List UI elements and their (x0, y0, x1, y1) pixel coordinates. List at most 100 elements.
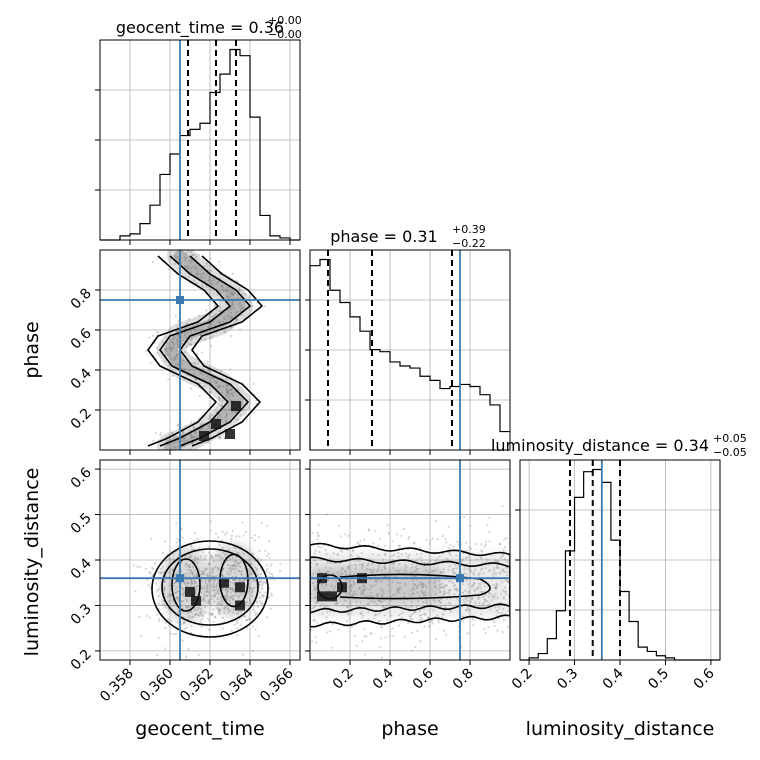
panel-phase-vs-geocent-time-sample-point (224, 419, 227, 423)
panel-luminosity-distance-vs-geocent-time-sample-point (261, 581, 264, 584)
panel-phase-vs-geocent-time-sample-point (229, 408, 232, 411)
panel-phase-vs-geocent-time-sample-point (220, 285, 223, 288)
panel-luminosity-distance-vs-phase-sample-point (359, 539, 362, 543)
panel-phase-vs-geocent-time-sample-point (206, 441, 209, 444)
panel-phase-vs-geocent-time-sample-point (202, 272, 205, 275)
panel-phase-vs-geocent-time-sample-point (193, 328, 197, 331)
panel-phase-vs-geocent-time-sample-point (192, 441, 195, 444)
panel-luminosity-distance-vs-geocent-time-sample-point (148, 616, 151, 619)
panel-phase-vs-geocent-time-sample-point (223, 317, 226, 320)
panel-phase-vs-geocent-time-sample-point (218, 399, 221, 402)
panel-luminosity-distance-vs-phase-sample-point (416, 629, 419, 633)
panel-phase-vs-geocent-time-sample-point (232, 307, 235, 310)
panel-phase-vs-geocent-time-sample-point (171, 338, 174, 341)
panel-phase-vs-geocent-time-sample-point (227, 317, 231, 320)
panel-luminosity-distance-vs-phase-sample-point (325, 513, 328, 516)
panel-phase-vs-geocent-time-sample-point (226, 290, 229, 293)
panel-luminosity-distance-vs-geocent-time-sample-point (151, 566, 154, 569)
panel-luminosity-distance-vs-phase-sample-point (407, 622, 410, 625)
panel-phase-vs-geocent-time-sample-point (156, 331, 160, 334)
panel-phase-vs-geocent-time-sample-point (171, 344, 175, 348)
panel-luminosity-distance-vs-geocent-time-sample-point (245, 618, 248, 622)
panel-phase-vs-geocent-time-sample-point (212, 320, 215, 323)
panel-phase-vs-geocent-time-sample-point (176, 423, 180, 426)
panel-phase-vs-geocent-time-sample-point (175, 349, 178, 352)
panel-phase-vs-geocent-time-sample-point (196, 273, 199, 277)
panel-luminosity-distance-vs-geocent-time-sample-point (225, 531, 228, 534)
panel-phase-vs-geocent-time-sample-point (167, 378, 170, 381)
panel-luminosity-distance-vs-geocent-time-sample-point (210, 554, 213, 557)
panel-luminosity-distance-vs-geocent-time-sample-point (157, 637, 160, 640)
panel-phase-vs-geocent-time-sample-point (209, 282, 213, 285)
panel-luminosity-distance-vs-geocent-time-sample-point (187, 647, 190, 651)
panel-luminosity-distance-vs-geocent-time-sample-point (278, 569, 282, 573)
density-shade (208, 542, 260, 619)
panel-luminosity-distance-vs-geocent-time-sample-point (207, 551, 211, 554)
panel-phase-vs-geocent-time-sample-point (170, 349, 173, 352)
panel-luminosity-distance-vs-phase-sample-point (312, 619, 315, 622)
panel-phase-vs-geocent-time-sample-point (221, 287, 224, 290)
panel-phase-vs-geocent-time-sample-point (202, 285, 205, 288)
panel-phase-vs-geocent-time-sample-point (186, 331, 190, 334)
panel-phase-vs-geocent-time-sample-point (175, 353, 178, 356)
panel-luminosity-distance-vs-phase-sample-point (378, 537, 382, 540)
panel-phase-vs-geocent-time-sample-point (226, 391, 229, 394)
panel-luminosity-distance-vs-geocent-time-sample-point (230, 534, 234, 537)
panel-phase-vs-geocent-time-sample-point (188, 267, 191, 270)
panel-luminosity-distance-vs-phase-sample-point (372, 617, 376, 620)
panel-luminosity-distance-vs-phase-sample-point (314, 636, 317, 639)
hist-luminosity-distance-x-tick-label: 0.3 (554, 666, 581, 693)
panel-phase-vs-geocent-time-sample-point (198, 428, 201, 431)
panel-phase-vs-geocent-time-sample-point (225, 389, 229, 393)
panel-luminosity-distance-vs-geocent-time-sample-point (161, 603, 164, 606)
panel-luminosity-distance-vs-geocent-time-y-tick-label: 0.3 (68, 601, 95, 628)
panel-phase-vs-geocent-time-sample-point (194, 266, 197, 269)
panel-luminosity-distance-vs-phase-sample-point (414, 646, 417, 649)
panel-phase-vs-geocent-time-sample-point (174, 336, 177, 340)
panel-luminosity-distance-vs-geocent-time-sample-point (251, 625, 255, 628)
panel-luminosity-distance-vs-geocent-time-sample-point (196, 537, 199, 540)
panel-luminosity-distance-vs-geocent-time-sample-point (279, 562, 282, 565)
panel-luminosity-distance-vs-phase-sample-point (380, 656, 384, 659)
panel-phase-vs-geocent-time-sample-point (185, 345, 188, 348)
panel-luminosity-distance-vs-geocent-time-sample-point (233, 623, 236, 626)
panel-phase-vs-geocent-time-sample-point (167, 363, 171, 366)
panel-luminosity-distance-vs-phase-sample-point (350, 625, 354, 628)
panel-luminosity-distance-vs-phase-sample-point (367, 529, 371, 532)
panel-luminosity-distance-vs-geocent-time-sample-point (220, 539, 223, 542)
panel-phase-vs-geocent-time-sample-point (170, 346, 174, 350)
panel-phase-vs-geocent-time-sample-point (179, 453, 181, 455)
panel-phase-vs-geocent-time-sample-point (208, 275, 211, 279)
panel-luminosity-distance-vs-geocent-time-sample-point (242, 653, 245, 656)
panel-luminosity-distance-vs-geocent-time-x-tick-label: 0.364 (217, 665, 257, 705)
panel-luminosity-distance-vs-phase-x-tick-label: 0.6 (410, 665, 437, 692)
panel-luminosity-distance-vs-geocent-time-sample-point (149, 572, 152, 575)
panel-luminosity-distance-vs-phase-sample-point (427, 625, 430, 629)
panel-phase-vs-geocent-time-sample-point (195, 255, 198, 259)
panel-luminosity-distance-vs-phase-sample-point (428, 624, 432, 627)
panel-luminosity-distance-vs-phase-sample-point (386, 618, 389, 622)
panel-phase-vs-geocent-time-sample-point (173, 446, 176, 449)
panel-luminosity-distance-vs-phase-sample-point (391, 540, 394, 543)
panel-phase-vs-geocent-time-sample-point (161, 340, 164, 343)
panel-phase-vs-geocent-time-sample-point (212, 315, 215, 318)
panel-luminosity-distance-vs-phase-sample-point (501, 505, 504, 508)
panel-luminosity-distance-vs-phase-sample-point (456, 540, 459, 544)
panel-phase-vs-geocent-time-truth-marker (176, 296, 184, 304)
panel-phase-vs-geocent-time-sample-point (229, 295, 232, 298)
panel-luminosity-distance-vs-geocent-time-sample-point (267, 552, 271, 555)
panel-luminosity-distance-vs-geocent-time-sample-point (172, 633, 176, 636)
panel-luminosity-distance-vs-geocent-time-sample-point (213, 616, 217, 619)
panel-luminosity-distance-vs-geocent-time-sample-point (209, 554, 212, 557)
panel-phase-vs-geocent-time-sample-point (224, 318, 227, 321)
panel-phase-vs-geocent-time-frame (99, 249, 301, 451)
panel-phase-vs-geocent-time-sample-point (220, 391, 224, 394)
panel-phase-vs-geocent-time-density-cell (225, 429, 235, 439)
panel-phase-vs-geocent-time-sample-point (155, 346, 159, 350)
panel-luminosity-distance-vs-phase-sample-point (410, 631, 413, 634)
panel-luminosity-distance-vs-phase-sample-point (463, 515, 466, 519)
panel-phase-vs-geocent-time-sample-point (212, 314, 215, 317)
panel-luminosity-distance-vs-phase-sample-point (372, 542, 375, 545)
panel-luminosity-distance-vs-phase-sample-point (411, 618, 414, 621)
panel-phase-vs-geocent-time-sample-point (193, 362, 197, 365)
